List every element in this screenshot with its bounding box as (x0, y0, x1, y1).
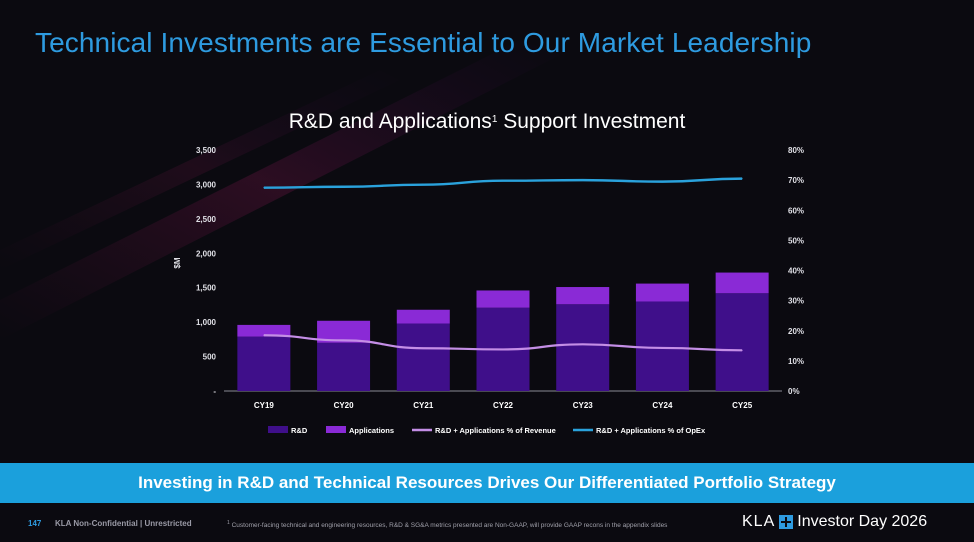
point-revenue-pct (741, 349, 743, 351)
y2-tick-label: 60% (788, 206, 804, 215)
legend-label: R&D + Applications % of OpEx (596, 426, 706, 435)
brand-name: KLA (742, 513, 776, 530)
bar-rd (715, 293, 769, 391)
bar-rd (317, 342, 371, 391)
x-tick-label: CY22 (493, 401, 514, 410)
point-revenue-pct (582, 343, 584, 345)
brand-logo: KLA Investor Day 2026 (742, 513, 927, 531)
y2-tick-label: 10% (788, 357, 804, 366)
bar-applications (237, 324, 291, 337)
y2-tick-label: 20% (788, 327, 804, 336)
point-revenue-pct (263, 334, 265, 336)
point-opex-pct (582, 179, 584, 181)
y2-tick-label: 30% (788, 297, 804, 306)
footnote-text: Customer-facing technical and engineerin… (231, 522, 668, 530)
brand-event: Investor Day 2026 (797, 513, 928, 530)
footnote-mark: 1 (227, 520, 230, 526)
y2-tick-label: 0% (788, 387, 800, 396)
y-tick-label: 3,500 (196, 146, 217, 155)
chart-title: R&D and Applications1 Support Investment (0, 110, 974, 134)
point-opex-pct (343, 186, 345, 188)
footnote: 1 Customer-facing technical and engineer… (227, 520, 667, 529)
x-tick-label: CY23 (573, 401, 594, 410)
slide-title: Technical Investments are Essential to O… (35, 27, 812, 58)
x-tick-label: CY19 (254, 401, 275, 410)
chart-title-suffix: Support Investment (497, 110, 686, 133)
bar-rd (635, 301, 689, 391)
bar-applications (556, 287, 610, 305)
bar-applications (396, 309, 450, 324)
x-tick-label: CY20 (334, 401, 355, 410)
chart-title-main: R&D and Applications (288, 110, 492, 133)
y2-tick-label: 40% (788, 267, 804, 276)
legend-swatch (326, 426, 346, 433)
bar-applications (317, 320, 371, 343)
point-opex-pct (502, 180, 504, 182)
legend-label: R&D + Applications % of Revenue (435, 426, 556, 435)
strategy-banner: Investing in R&D and Technical Resources… (0, 463, 974, 503)
x-tick-label: CY25 (732, 401, 753, 410)
legend-label: R&D (291, 426, 308, 435)
point-opex-pct (422, 184, 424, 186)
bar-applications (635, 283, 689, 302)
legend-swatch (268, 426, 288, 433)
y-tick-label: 2,500 (196, 215, 217, 224)
bar-rd (556, 304, 610, 391)
line-opex-pct (263, 177, 743, 189)
plus-icon (779, 515, 794, 529)
y-tick-label: 1,000 (196, 318, 217, 327)
point-opex-pct (741, 178, 743, 180)
y-tick-label: 2,000 (196, 249, 217, 258)
point-revenue-pct (502, 348, 504, 350)
y2-tick-label: 70% (788, 176, 804, 185)
page-number: 147 (28, 519, 42, 528)
y-tick-label: - (213, 387, 216, 396)
point-revenue-pct (343, 339, 345, 341)
chart-title-footnote-mark: 1 (491, 114, 498, 125)
legend-label: Applications (349, 426, 394, 435)
bar-rd (396, 323, 450, 391)
point-opex-pct (661, 181, 663, 183)
y-tick-label: 3,000 (196, 180, 217, 189)
investment-chart: - 500 1,000 1,500 2,000 2,500 3,000 3,500 0% 10% 2… (173, 146, 804, 435)
x-tick-label: CY21 (413, 401, 434, 410)
banner-text: Investing in R&D and Technical Resources… (138, 473, 836, 492)
y2-tick-label: 50% (788, 236, 804, 245)
bar-applications (476, 290, 530, 308)
bar-applications (715, 272, 769, 294)
y2-tick-label: 80% (788, 146, 804, 155)
x-tick-label: CY24 (652, 401, 673, 410)
y-tick-label: 500 (203, 353, 217, 362)
point-revenue-pct (661, 347, 663, 349)
point-opex-pct (263, 187, 265, 189)
confidentiality-label: KLA Non-Confidential | Unrestricted (55, 519, 192, 528)
y-tick-label: 1,500 (196, 284, 217, 293)
bar-rd (237, 336, 291, 391)
point-revenue-pct (422, 347, 424, 349)
y-axis-label: $M (173, 257, 182, 268)
